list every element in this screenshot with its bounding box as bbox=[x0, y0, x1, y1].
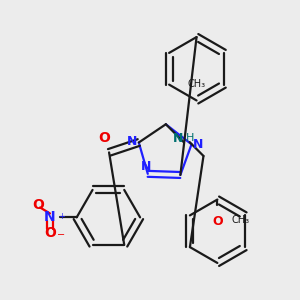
Text: N: N bbox=[127, 135, 137, 148]
Text: N: N bbox=[193, 138, 204, 151]
Text: −: − bbox=[57, 230, 65, 240]
Text: N: N bbox=[172, 132, 183, 145]
Text: O: O bbox=[212, 215, 223, 228]
Text: O: O bbox=[32, 199, 44, 212]
Text: H: H bbox=[186, 133, 194, 143]
Text: N: N bbox=[141, 160, 151, 173]
Text: CH₃: CH₃ bbox=[188, 79, 206, 88]
Text: +: + bbox=[58, 212, 65, 221]
Text: CH₃: CH₃ bbox=[231, 215, 249, 225]
Text: O: O bbox=[44, 226, 56, 240]
Text: O: O bbox=[98, 130, 110, 145]
Text: N: N bbox=[44, 210, 56, 224]
